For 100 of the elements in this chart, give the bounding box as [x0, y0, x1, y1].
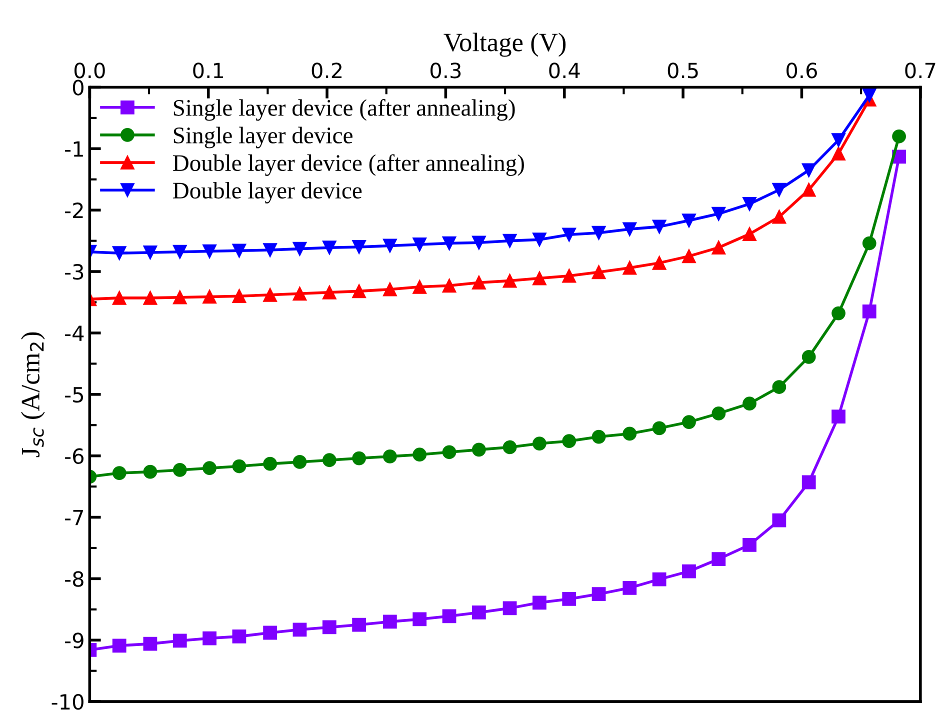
point [143, 636, 158, 651]
y-tick-label: 0 [72, 80, 84, 96]
point [172, 244, 187, 259]
point [232, 459, 246, 474]
x-tick-label: 0.6 [786, 62, 817, 78]
point [742, 227, 756, 242]
y-tick-label: -3 [65, 264, 84, 280]
point [382, 238, 397, 253]
point [172, 290, 187, 304]
point [322, 240, 336, 255]
point [712, 206, 726, 221]
point [263, 288, 278, 302]
point [202, 244, 216, 258]
legend-label: Double layer device (after annealing) [173, 154, 524, 176]
point [682, 415, 696, 429]
point [442, 609, 456, 624]
x-tick-label: 0.5 [668, 62, 698, 78]
y-tick-label: -5 [65, 387, 83, 403]
point [802, 182, 816, 197]
point [502, 274, 517, 288]
point [832, 133, 846, 148]
point [412, 238, 427, 252]
point [322, 453, 336, 468]
point [143, 246, 158, 260]
point [622, 222, 637, 236]
point [143, 291, 158, 305]
y-tick-label: -7 [65, 510, 84, 526]
point [442, 445, 456, 460]
point [112, 246, 126, 260]
x-tick-label: 0.4 [549, 62, 580, 78]
point [202, 290, 216, 304]
point [352, 284, 366, 298]
point [682, 214, 696, 228]
point [802, 163, 816, 178]
point [532, 271, 546, 286]
point [832, 306, 846, 320]
point [172, 463, 187, 477]
point [772, 182, 786, 197]
point [502, 601, 517, 616]
y-axis-title: J$_{sc}$ (A/cm$_{2}$) [20, 332, 45, 458]
point [652, 421, 666, 436]
x-tick-label: 0.3 [430, 62, 461, 78]
point [292, 622, 307, 637]
point [322, 620, 336, 634]
point [112, 291, 126, 305]
point [143, 464, 158, 479]
y-tick-label: -4 [65, 326, 84, 341]
point [622, 426, 637, 441]
point [352, 451, 366, 466]
point [382, 450, 397, 464]
point [472, 276, 486, 290]
point [772, 380, 786, 394]
point [712, 406, 726, 420]
point [652, 256, 666, 270]
point [472, 236, 486, 250]
legend-label: Double layer device [173, 182, 362, 204]
point [832, 410, 846, 424]
y-tick-label: -1 [65, 141, 83, 157]
point [472, 606, 486, 620]
point [232, 289, 246, 304]
legend-label: Single layer device [174, 126, 352, 148]
point [202, 631, 216, 646]
point [562, 434, 576, 448]
point [622, 580, 637, 595]
point [352, 240, 366, 254]
x-tick-label: 0.7 [905, 62, 936, 78]
y-tick-label: -10 [52, 694, 84, 710]
y-tick-label: -2 [65, 202, 83, 218]
point [712, 552, 726, 566]
point [502, 234, 517, 248]
point [772, 210, 786, 224]
point [502, 440, 517, 454]
x-axis-title: Voltage (V) [444, 32, 566, 57]
point [352, 618, 366, 632]
point [742, 396, 756, 411]
point [772, 513, 786, 528]
point [532, 596, 546, 610]
point [382, 614, 397, 629]
point [712, 240, 726, 255]
point [472, 442, 486, 457]
point [532, 436, 546, 450]
y-tick-label: -6 [65, 448, 84, 464]
point [292, 242, 307, 256]
point [592, 587, 606, 601]
point [862, 236, 876, 250]
point [652, 572, 666, 586]
point [263, 626, 278, 640]
point [562, 592, 576, 606]
point [382, 282, 397, 296]
y-tick-label: -8 [65, 571, 84, 587]
point [802, 475, 816, 490]
point [322, 285, 336, 300]
point [292, 286, 307, 301]
point [862, 304, 876, 318]
point [742, 538, 756, 552]
point [592, 226, 606, 240]
point [232, 244, 246, 258]
point [622, 260, 637, 275]
x-tick-label: 0.1 [193, 62, 223, 78]
point [862, 88, 876, 102]
